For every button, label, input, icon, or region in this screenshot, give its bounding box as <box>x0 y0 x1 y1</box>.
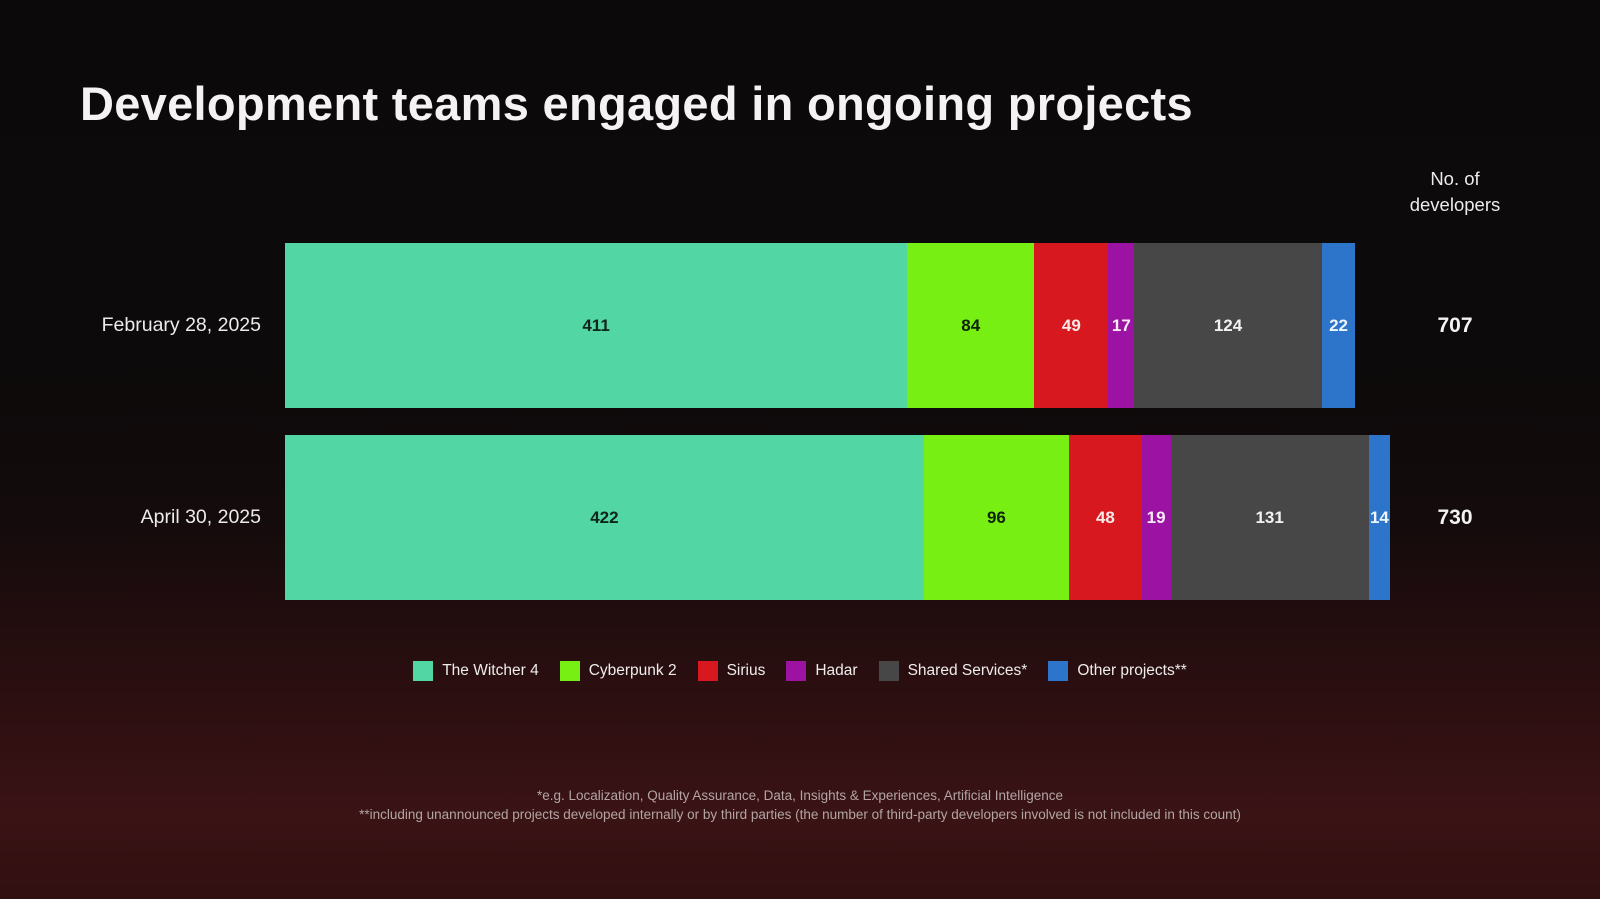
legend-swatch <box>413 661 434 681</box>
segment-value: 84 <box>961 315 981 335</box>
segment-value: 22 <box>1329 315 1348 335</box>
row-total: 707 <box>1437 313 1473 337</box>
bar-segment: 422 <box>285 435 924 600</box>
footnotes: *e.g. Localization, Quality Assurance, D… <box>0 786 1600 824</box>
legend-swatch <box>697 661 718 681</box>
bar-segment: 96 <box>923 435 1070 600</box>
row-label: April 30, 2025 <box>140 506 261 528</box>
legend: The Witcher 4 Cyberpunk 2 Sirius Hadar Share… <box>0 661 1600 681</box>
legend-item: Sirius <box>697 661 766 681</box>
legend-item: Hadar <box>786 661 858 681</box>
bar-track: 411 84 49 17 124 22 <box>285 243 1390 408</box>
stacked-bar: 411 84 49 17 124 22 <box>285 243 1356 408</box>
stacked-bar-chart: February 28, 2025 411 84 49 17 124 22 707 April … <box>0 243 1600 600</box>
segment-value: 96 <box>986 507 1006 527</box>
bar-segment: 22 <box>1321 243 1356 408</box>
segment-value: 422 <box>590 507 619 527</box>
legend-label: Shared Services* <box>907 662 1028 679</box>
legend-swatch <box>786 661 807 681</box>
chart-title: Development teams engaged in ongoing pro… <box>80 77 1193 130</box>
bar-segment: 14 <box>1368 435 1390 600</box>
footnote-line-2: **including unannounced projects develop… <box>359 807 1241 822</box>
segment-value: 19 <box>1146 507 1166 527</box>
legend-label: Other projects** <box>1077 662 1187 679</box>
legend-item: Other projects** <box>1048 661 1187 681</box>
segment-value: 14 <box>1369 507 1389 527</box>
segment-value: 49 <box>1061 315 1081 335</box>
row-label: February 28, 2025 <box>101 314 261 336</box>
row-total: 730 <box>1437 505 1473 529</box>
bar-segment: 49 <box>1034 243 1109 408</box>
bar-row: April 30, 2025 422 96 48 19 131 14 730 <box>0 435 1600 600</box>
segment-value: 124 <box>1213 315 1243 335</box>
bar-segment: 19 <box>1141 435 1171 600</box>
bar-segment: 84 <box>907 243 1035 408</box>
legend-label: The Witcher 4 <box>442 662 539 679</box>
bar-segment: 124 <box>1134 243 1322 408</box>
stacked-bar: 422 96 48 19 131 14 <box>285 435 1390 600</box>
bar-segment: 17 <box>1108 243 1135 408</box>
footnote-line-1: *e.g. Localization, Quality Assurance, D… <box>536 788 1064 803</box>
legend-label: Sirius <box>726 662 766 679</box>
bar-segment: 131 <box>1170 435 1369 600</box>
segment-value: 48 <box>1095 507 1115 527</box>
bar-row: February 28, 2025 411 84 49 17 124 22 707 <box>0 243 1600 408</box>
bar-segment: 48 <box>1069 435 1142 600</box>
legend-swatch <box>559 661 580 681</box>
value-axis-header: No. of developers <box>1409 168 1501 215</box>
legend-swatch <box>1048 661 1069 681</box>
legend-item: Shared Services* <box>878 661 1028 681</box>
legend-label: Hadar <box>815 662 858 679</box>
legend-item: Cyberpunk 2 <box>559 661 677 681</box>
segment-value: 411 <box>582 315 610 335</box>
segment-value: 17 <box>1111 315 1131 335</box>
segment-value: 131 <box>1255 507 1284 527</box>
bar-track: 422 96 48 19 131 14 <box>285 435 1390 600</box>
bar-segment: 411 <box>285 243 908 408</box>
legend-label: Cyberpunk 2 <box>588 662 677 679</box>
legend-swatch <box>878 661 899 681</box>
legend-item: The Witcher 4 <box>413 661 539 681</box>
